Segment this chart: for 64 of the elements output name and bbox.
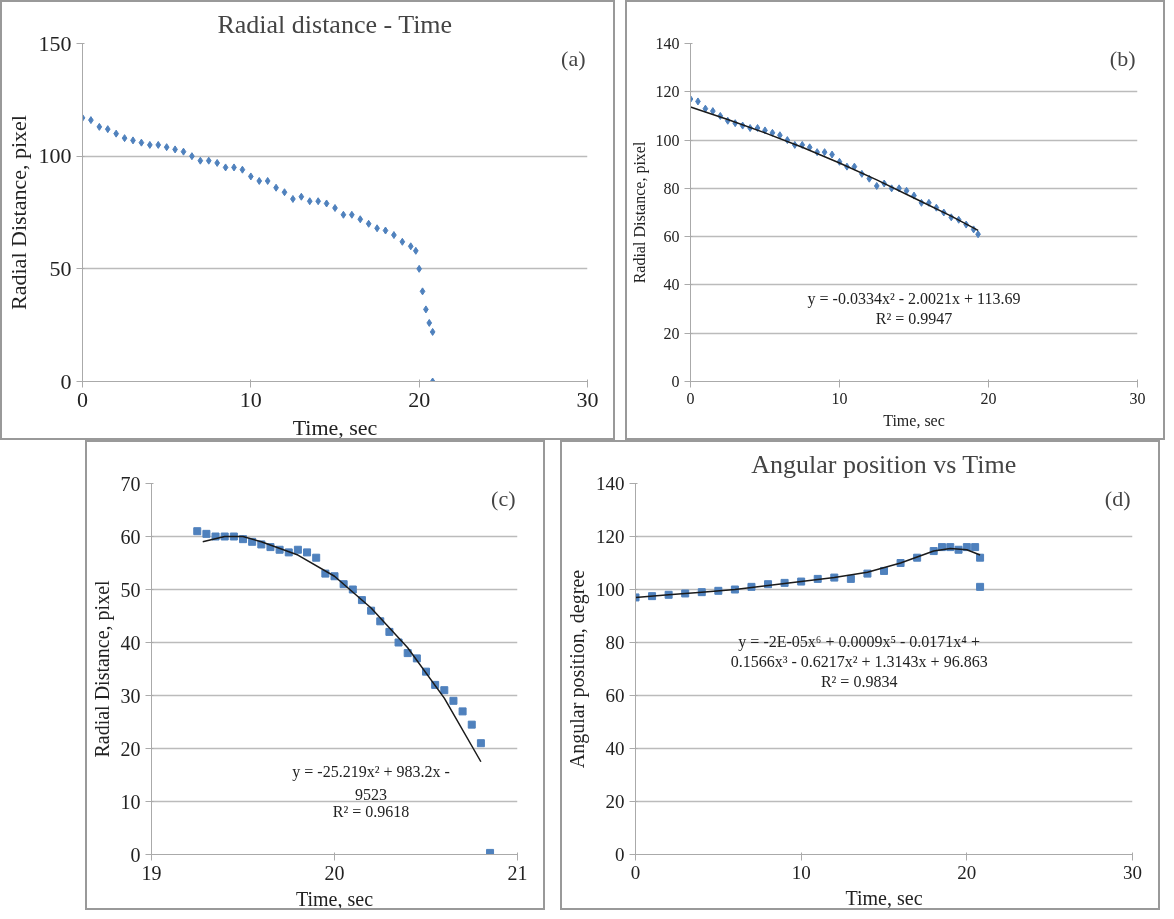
x-tick-label: 30	[576, 386, 599, 412]
x-tick-label: 20	[957, 861, 977, 883]
x-tick-label: 20	[408, 386, 431, 412]
y-tick-label: 80	[605, 632, 625, 653]
y-tick-label: 120	[596, 526, 625, 547]
x-tick-label: 19	[141, 861, 162, 884]
y-tick-label: 0	[671, 373, 680, 390]
x-tick-label: 20	[324, 861, 345, 884]
x-tick-label: 0	[630, 861, 641, 883]
annotation: (c)	[491, 485, 516, 511]
chart-title: Angular position vs Time	[751, 449, 1017, 479]
y-tick-label: 10	[120, 790, 141, 813]
y-axis-title: Radial Distance, pixel	[90, 579, 114, 758]
y-tick-label: 100	[596, 579, 625, 600]
y-tick-label: 50	[120, 578, 141, 601]
x-tick-label: 0	[77, 386, 88, 412]
y-tick-label: 100	[38, 143, 72, 169]
x-tick-label: 30	[1123, 861, 1142, 883]
y-tick-label: 70	[120, 472, 141, 495]
y-axis-title: Angular position, degree	[566, 569, 589, 769]
annotation: (a)	[561, 45, 586, 71]
y-tick-label: 40	[663, 276, 680, 294]
x-axis-title: Time, sec	[295, 887, 374, 910]
y-tick-label: 100	[655, 131, 680, 149]
y-tick-label: 40	[120, 631, 141, 654]
y-tick-label: 140	[596, 473, 625, 494]
y-tick-label: 50	[49, 255, 72, 281]
y-tick-label: 0	[615, 844, 625, 865]
x-axis-title: Time, sec	[883, 411, 945, 429]
x-tick-label: 10	[791, 861, 811, 883]
annotation: R² = 0.9947	[875, 310, 953, 328]
y-tick-label: 60	[120, 525, 141, 548]
y-tick-label: 60	[605, 685, 625, 706]
x-tick-label: 20	[980, 389, 997, 407]
annotation: y = -25.219x² + 983.2x -	[292, 763, 450, 782]
annotation: 0.1566x³ - 0.6217x² + 1.3143x + 96.863	[730, 653, 988, 671]
x-tick-label: 30	[1129, 389, 1146, 407]
y-tick-label: 150	[38, 30, 72, 56]
chart-title: Radial distance - Time	[217, 9, 453, 39]
x-axis-title: Time, sec	[292, 414, 378, 440]
annotation: y = -2E-05x⁶ + 0.0009x⁵ - 0.0171x⁴ +	[738, 633, 980, 652]
y-axis-title: Radial Distance, pixel	[5, 115, 31, 310]
annotation: R² = 0.9834	[820, 673, 898, 691]
y-tick-label: 20	[605, 791, 625, 812]
y-tick-label: 120	[655, 83, 680, 101]
y-tick-label: 20	[663, 324, 680, 342]
annotation: (d)	[1104, 485, 1131, 511]
x-tick-label: 21	[507, 861, 528, 884]
x-tick-label: 10	[831, 389, 848, 407]
annotation: y = -0.0334x² - 2.0021x + 113.69	[807, 290, 1021, 309]
y-tick-label: 20	[120, 737, 141, 760]
y-tick-label: 40	[605, 738, 625, 759]
y-tick-label: 0	[130, 843, 141, 866]
y-tick-label: 60	[663, 228, 680, 246]
annotation: (b)	[1109, 45, 1136, 71]
annotation: R² = 0.9618	[332, 803, 410, 821]
y-tick-label: 140	[655, 35, 680, 52]
y-tick-label: 30	[120, 684, 141, 707]
x-axis-title: Time, sec	[845, 886, 923, 909]
x-tick-label: 0	[686, 389, 695, 407]
y-axis-title: Radial Distance, pixel	[630, 141, 649, 284]
x-tick-label: 10	[239, 386, 262, 412]
annotation: 9523	[355, 786, 388, 804]
y-tick-label: 80	[663, 179, 680, 197]
